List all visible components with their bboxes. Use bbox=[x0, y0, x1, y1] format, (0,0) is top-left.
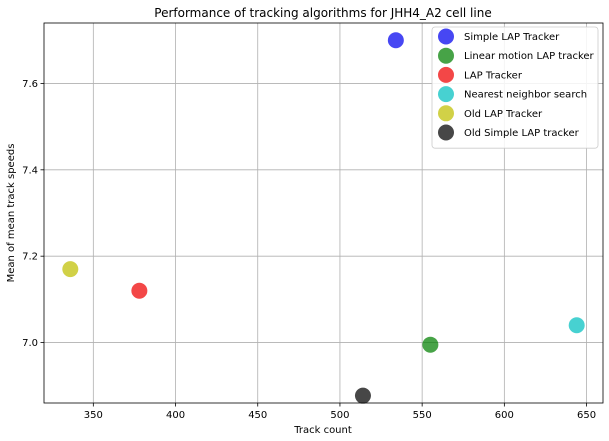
x-tick-label: 550 bbox=[413, 410, 432, 421]
x-tick-label: 600 bbox=[495, 410, 514, 421]
legend-box bbox=[431, 26, 599, 149]
legend-marker bbox=[438, 28, 454, 45]
legend-label: Old Simple LAP tracker bbox=[464, 128, 580, 139]
legend-label: Nearest neighbor search bbox=[464, 90, 587, 101]
data-point bbox=[568, 317, 585, 334]
y-tick-label: 7.2 bbox=[22, 252, 38, 263]
data-point bbox=[354, 387, 371, 404]
legend-marker bbox=[438, 66, 454, 83]
y-axis-ticks: 7.0 7.2 7.4 7.6 bbox=[22, 79, 44, 349]
data-point bbox=[422, 336, 439, 353]
legend-label: Old LAP Tracker bbox=[464, 109, 543, 120]
data-point bbox=[131, 282, 148, 299]
x-tick-label: 650 bbox=[577, 410, 596, 421]
plot-frame bbox=[43, 22, 604, 404]
x-tick-label: 500 bbox=[330, 410, 349, 421]
data-point bbox=[62, 261, 79, 278]
legend-marker bbox=[438, 105, 454, 122]
legend-marker bbox=[438, 86, 454, 103]
x-axis-label: Track count bbox=[293, 425, 352, 436]
y-tick-label: 7.0 bbox=[22, 338, 38, 349]
y-axis-label: Mean of mean track speeds bbox=[6, 144, 17, 283]
legend-label: LAP Tracker bbox=[464, 70, 523, 81]
x-tick-label: 450 bbox=[248, 410, 267, 421]
data-point bbox=[387, 32, 404, 49]
x-tick-label: 350 bbox=[84, 410, 103, 421]
chart-title: Performance of tracking algorithms for J… bbox=[154, 6, 491, 20]
x-tick-label: 400 bbox=[166, 410, 185, 421]
y-tick-label: 7.6 bbox=[22, 79, 38, 90]
x-axis-ticks: 350 400 450 500 550 600 650 bbox=[84, 403, 596, 421]
data-points bbox=[62, 32, 585, 404]
legend-label: Linear motion LAP tracker bbox=[464, 51, 595, 62]
y-tick-label: 7.4 bbox=[22, 165, 38, 176]
legend-label: Simple LAP Tracker bbox=[464, 32, 560, 43]
legend: Simple LAP Tracker Linear motion LAP trac… bbox=[431, 26, 599, 149]
legend-marker bbox=[438, 47, 454, 64]
legend-marker bbox=[438, 124, 454, 141]
